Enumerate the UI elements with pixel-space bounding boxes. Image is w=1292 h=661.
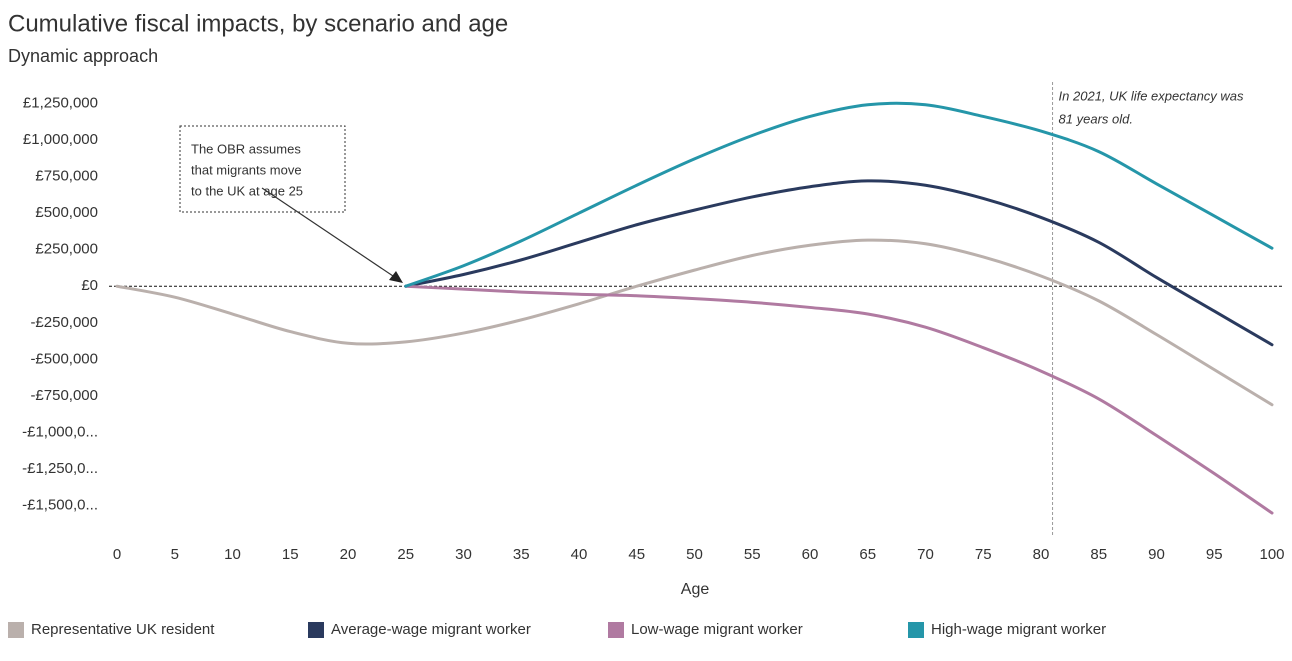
y-tick-label: -£500,000 [30, 350, 98, 367]
y-tick-label: £1,000,000 [23, 131, 98, 148]
x-tick-label: 65 [859, 546, 876, 563]
series-line [115, 238, 1274, 407]
legend-label: Representative UK resident [31, 621, 215, 638]
series-line [404, 179, 1274, 347]
y-tick-label: -£1,000,0... [22, 424, 98, 441]
x-tick-label: 45 [628, 546, 645, 563]
x-tick-label: 35 [513, 546, 530, 563]
annotation-text: In 2021, UK life expectancy was [1059, 88, 1244, 103]
annotation-box [179, 125, 346, 213]
x-tick-label: 15 [282, 546, 299, 563]
arrow-head [389, 271, 403, 283]
legend-swatch [8, 622, 24, 638]
x-tick-label: 30 [455, 546, 472, 563]
legend-label: High-wage migrant worker [931, 621, 1106, 638]
y-tick-label: -£1,250,0... [22, 460, 98, 477]
legend-swatch [908, 622, 924, 638]
series-line [404, 284, 1274, 515]
chart-subtitle: Dynamic approach [8, 46, 158, 66]
chart-title: Cumulative fiscal impacts, by scenario a… [8, 10, 508, 37]
y-tick-label: -£250,000 [30, 314, 98, 331]
annotation-arrow [261, 187, 397, 279]
annotation-text: to the UK at age 25 [191, 183, 303, 198]
x-tick-label: 85 [1090, 546, 1107, 563]
legend-swatch [608, 622, 624, 638]
annotation-text: that migrants move [191, 162, 302, 177]
y-tick-label: £0 [81, 277, 98, 294]
x-tick-label: 50 [686, 546, 703, 563]
x-tick-label: 5 [171, 546, 179, 563]
y-tick-label: -£1,500,0... [22, 497, 98, 514]
x-tick-label: 75 [975, 546, 992, 563]
x-tick-label: 60 [802, 546, 819, 563]
annotation-text: The OBR assumes [191, 141, 301, 156]
x-tick-label: 100 [1259, 546, 1284, 563]
y-tick-label: £750,000 [35, 167, 98, 184]
x-tick-label: 25 [397, 546, 414, 563]
x-tick-label: 10 [224, 546, 241, 563]
x-tick-label: 90 [1148, 546, 1165, 563]
x-tick-label: 40 [571, 546, 588, 563]
x-tick-label: 70 [917, 546, 934, 563]
x-tick-label: 95 [1206, 546, 1223, 563]
x-axis-label: Age [681, 581, 710, 598]
x-tick-label: 55 [744, 546, 761, 563]
y-tick-label: £500,000 [35, 204, 98, 221]
series-line [404, 101, 1274, 288]
legend-swatch [308, 622, 324, 638]
y-tick-label: -£750,000 [30, 387, 98, 404]
y-tick-label: £1,250,000 [23, 94, 98, 111]
x-tick-label: 20 [340, 546, 357, 563]
legend-label: Low-wage migrant worker [631, 621, 803, 638]
x-tick-label: 0 [113, 546, 121, 563]
legend-label: Average-wage migrant worker [331, 621, 531, 638]
y-tick-label: £250,000 [35, 241, 98, 258]
x-tick-label: 80 [1033, 546, 1050, 563]
annotation-text: 81 years old. [1059, 111, 1133, 126]
